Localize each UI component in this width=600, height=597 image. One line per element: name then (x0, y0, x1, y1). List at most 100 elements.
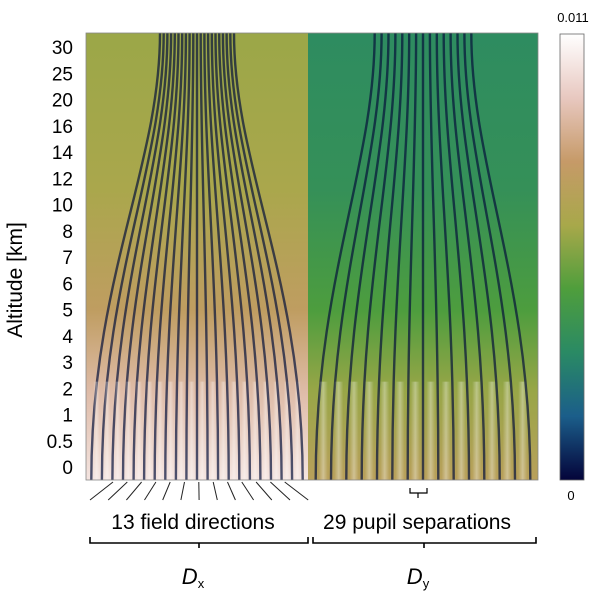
dy-brace (312, 537, 537, 548)
y-tick-label: 25 (52, 64, 73, 85)
field-glow (283, 381, 290, 480)
field-glow (252, 381, 259, 480)
pupil-stripe (463, 33, 517, 480)
plot-frame (85, 32, 539, 481)
y-axis-ticks: 30 25 20 16 14 12 10 8 7 6 5 4 3 2 1 0.5 0 (47, 38, 74, 479)
y-axis-title: Altitude [km] (4, 222, 27, 338)
pupil-stripe (375, 33, 404, 480)
pupil-stripe (435, 33, 455, 480)
y-tick-label: 0 (62, 458, 73, 479)
field-glow (294, 381, 301, 480)
field-direction-leaders (89, 481, 309, 501)
pupil-glow (487, 381, 497, 480)
y-tick-label: 5 (62, 301, 73, 322)
pupil-glow (502, 381, 512, 480)
field-direction-leader (107, 481, 128, 501)
field-direction-leader (162, 481, 171, 501)
y-tick-label: 12 (52, 169, 73, 190)
field-direction-leader (144, 481, 157, 501)
field-direction-leader (180, 481, 185, 501)
field-glow (220, 381, 227, 480)
pupil-glow (518, 381, 528, 480)
field-stripe (164, 33, 188, 480)
field-direction-leader (270, 481, 291, 501)
y-tick-label: 14 (52, 143, 74, 164)
field-stripe (214, 33, 252, 480)
pupil-glow (395, 381, 405, 480)
dx-label: Dx (182, 564, 205, 591)
y-tick-label: 3 (62, 353, 73, 374)
pupil-stripe (314, 33, 376, 480)
field-glow (125, 381, 132, 480)
field-direction-leader (241, 481, 255, 501)
field-stripe (225, 33, 283, 480)
colorbar-min-label: 0 (567, 488, 574, 503)
field-direction-leader (255, 481, 273, 501)
pupil-stripe (442, 33, 471, 480)
field-direction-leader (212, 481, 218, 501)
pupil-glow (410, 381, 420, 480)
field-glow (93, 381, 100, 480)
field-stripe (218, 33, 262, 480)
field-stripe (142, 33, 180, 480)
field-glow (167, 381, 174, 480)
field-stripe (206, 33, 230, 480)
pupil-glow (318, 381, 328, 480)
field-glow (262, 381, 269, 480)
y-tick-label: 20 (52, 91, 73, 112)
pupil-glow (472, 381, 482, 480)
y-tick-label: 7 (62, 248, 73, 269)
y-tick-label: 0.5 (47, 432, 73, 453)
pupil-glow (380, 381, 390, 480)
pupil-stripe (345, 33, 390, 480)
pupil-glow (334, 381, 344, 480)
field-stripe (153, 33, 184, 480)
field-glow (230, 381, 238, 480)
field-glow (104, 381, 111, 480)
y-tick-label: 6 (62, 274, 73, 295)
pupil-stripe (470, 33, 532, 480)
y-tick-label: 16 (52, 117, 73, 138)
pupil-stripe (456, 33, 501, 480)
y-tick-label: 8 (62, 222, 73, 243)
field-glow (178, 381, 185, 480)
field-stripe (199, 33, 209, 480)
field-glow (188, 381, 195, 480)
field-glow (241, 381, 248, 480)
pupil-stripe (428, 33, 440, 480)
dy-label: Dy (407, 564, 430, 591)
heatmap-stripes (90, 33, 532, 480)
field-glow (156, 381, 164, 480)
pupil-stripe (329, 33, 383, 480)
field-stripe (221, 33, 273, 480)
field-glow (146, 381, 153, 480)
y-tick-label: 2 (62, 379, 73, 400)
pupil-separations-label: 29 pupil separations (323, 511, 511, 534)
pupil-glow (364, 381, 374, 480)
pupil-glow (426, 381, 436, 480)
y-tick-label: 4 (62, 327, 73, 348)
field-stripe (232, 33, 304, 480)
field-stripe (174, 33, 191, 480)
colorbar: 0.011 0 (557, 10, 589, 503)
field-directions-label: 13 field directions (111, 511, 274, 534)
pupil-glow (349, 381, 359, 480)
y-tick-label: 30 (52, 38, 73, 59)
pupil-stripe (360, 33, 397, 480)
heatmap-area (86, 33, 538, 480)
field-direction-leader (284, 481, 309, 501)
pupil-glow (441, 381, 451, 480)
field-glow (114, 381, 121, 480)
y-tick-label: 10 (52, 196, 73, 217)
field-direction-leader (227, 481, 236, 501)
field-stripe (203, 33, 220, 480)
field-glow (209, 381, 216, 480)
field-glow (273, 381, 280, 480)
field-direction-leader (126, 481, 142, 501)
field-glow (135, 381, 142, 480)
field-stripe (210, 33, 241, 480)
field-stripe (229, 33, 294, 480)
y-tick-label: 1 (62, 406, 73, 427)
pupil-stripe (391, 33, 411, 480)
